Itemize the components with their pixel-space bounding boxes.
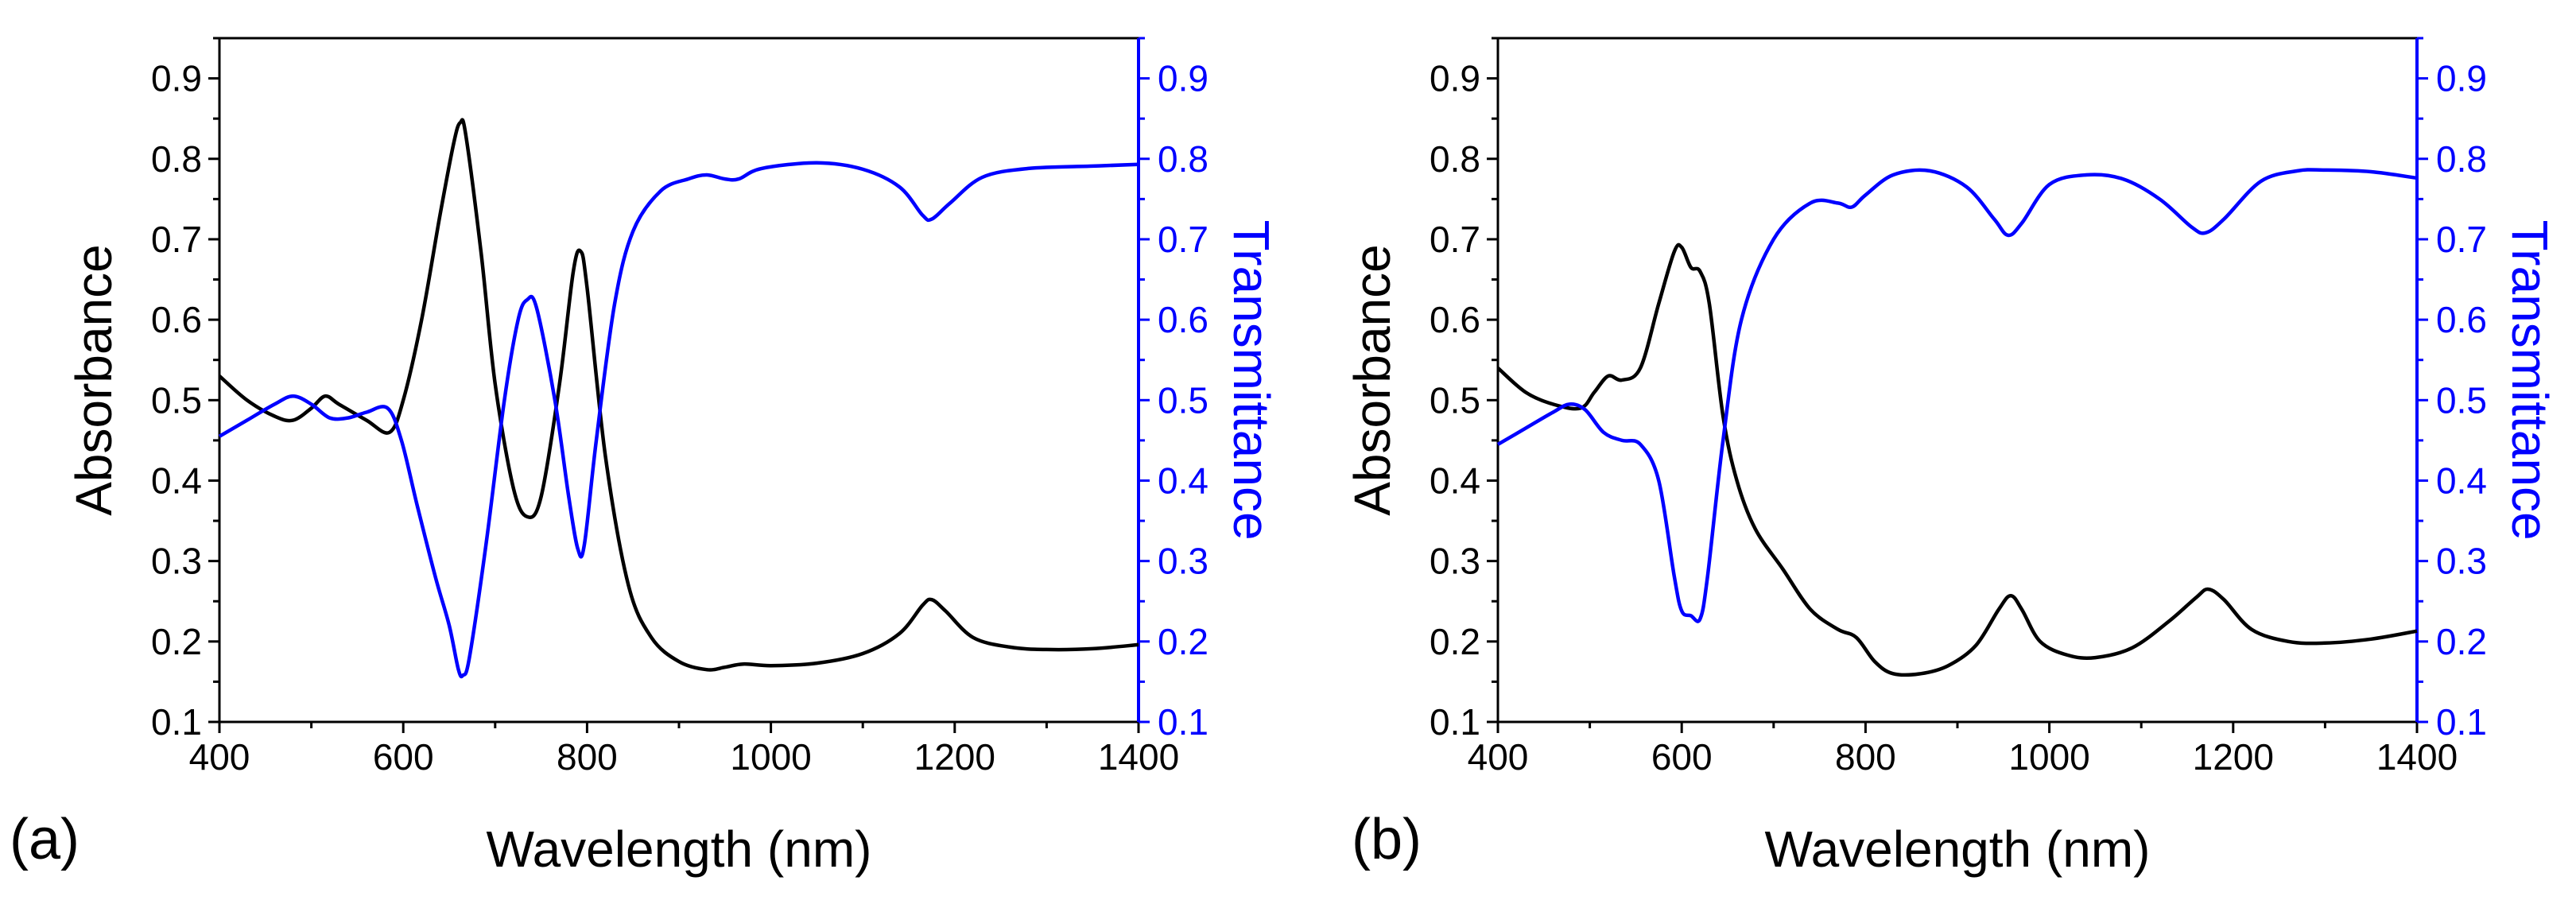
x-tick-label-b: 1200 [2193, 736, 2274, 778]
y-right-tick-label-a: 0.7 [1158, 219, 1208, 260]
y-right-tick-label-b: 0.1 [2436, 701, 2487, 743]
x-tick-label-a: 600 [373, 736, 434, 778]
panel-b: 400 600 800 1000 1200 14000.10.20.30.40.50.60… [1344, 37, 2559, 878]
panel-label-b: (b) [1352, 808, 1422, 871]
y-left-tick-label-b: 0.5 [1430, 379, 1480, 421]
x-axis-title-b: Wavelength (nm) [1765, 821, 2151, 878]
y-right-tick-label-a: 0.5 [1158, 379, 1208, 421]
x-tick-label-a: 400 [189, 736, 250, 778]
y-right-tick-label-b: 0.9 [2436, 58, 2487, 99]
y-right-tick-label-a: 0.3 [1158, 541, 1208, 582]
x-tick-label-a: 1000 [730, 736, 811, 778]
x-tick-label-a: 1200 [914, 736, 995, 778]
y-right-tick-label-a: 0.4 [1158, 460, 1208, 501]
x-tick-label-a: 1400 [1098, 736, 1179, 778]
y-axis-title-right-b: Transmittance [2501, 219, 2559, 540]
x-tick-label-b: 400 [1468, 736, 1529, 778]
y-left-tick-label-a: 0.8 [151, 138, 202, 180]
y-left-tick-label-b: 0.6 [1430, 299, 1480, 340]
absorbance-line-a [218, 118, 1139, 672]
ticks-a: 400 600 800 1000 1200 14000.10.20.30.40.50.60… [151, 37, 1208, 778]
y-axis-title-left-b: Absorbance [1344, 244, 1401, 516]
series-b [1496, 168, 2418, 677]
panel-a: 400 600 800 1000 1200 14000.10.20.30.40.50.60… [10, 37, 1280, 878]
y-left-tick-label-b: 0.9 [1430, 58, 1480, 99]
y-left-tick-label-b: 0.2 [1430, 621, 1480, 662]
plot-frame-a [218, 37, 1140, 724]
y-left-tick-label-a: 0.2 [151, 621, 202, 662]
y-right-tick-label-b: 0.6 [2436, 299, 2487, 340]
plot-frame-b [1496, 37, 2419, 724]
y-right-tick-label-a: 0.9 [1158, 58, 1208, 99]
y-left-tick-label-b: 0.1 [1430, 701, 1480, 743]
y-right-tick-label-b: 0.3 [2436, 541, 2487, 582]
y-right-tick-label-b: 0.7 [2436, 219, 2487, 260]
y-left-tick-label-b: 0.3 [1430, 541, 1480, 582]
absorbance-line-b [1496, 242, 2418, 677]
x-tick-label-a: 800 [557, 736, 618, 778]
y-left-tick-label-a: 0.6 [151, 299, 202, 340]
y-left-tick-label-a: 0.7 [151, 219, 202, 260]
y-right-tick-label-a: 0.2 [1158, 621, 1208, 662]
y-left-tick-label-a: 0.1 [151, 701, 202, 743]
y-left-tick-label-b: 0.7 [1430, 219, 1480, 260]
series-a [218, 118, 1139, 679]
y-right-tick-label-b: 0.8 [2436, 138, 2487, 180]
y-left-tick-label-a: 0.4 [151, 460, 202, 501]
y-right-tick-label-b: 0.2 [2436, 621, 2487, 662]
y-right-tick-label-a: 0.1 [1158, 701, 1208, 743]
transmittance-line-a [218, 161, 1139, 679]
y-left-tick-label-a: 0.3 [151, 541, 202, 582]
ticks-b: 400 600 800 1000 1200 14000.10.20.30.40.50.60… [1430, 37, 2487, 778]
y-right-tick-label-b: 0.5 [2436, 379, 2487, 421]
y-left-tick-label-b: 0.4 [1430, 460, 1480, 501]
y-right-tick-label-b: 0.4 [2436, 460, 2487, 501]
y-left-tick-label-b: 0.8 [1430, 138, 1480, 180]
y-axis-title-right-a: Transmittance [1223, 219, 1280, 540]
y-right-tick-label-a: 0.6 [1158, 299, 1208, 340]
x-axis-title-a: Wavelength (nm) [487, 821, 872, 878]
x-tick-label-b: 1000 [2008, 736, 2089, 778]
y-right-tick-label-a: 0.8 [1158, 138, 1208, 180]
y-axis-title-left-a: Absorbance [65, 244, 122, 516]
transmittance-line-b [1496, 168, 2418, 623]
y-left-tick-label-a: 0.9 [151, 58, 202, 99]
x-tick-label-b: 800 [1835, 736, 1896, 778]
x-tick-label-b: 600 [1651, 736, 1713, 778]
y-left-tick-label-a: 0.5 [151, 379, 202, 421]
x-tick-label-b: 1400 [2376, 736, 2458, 778]
panel-label-a: (a) [10, 808, 80, 871]
